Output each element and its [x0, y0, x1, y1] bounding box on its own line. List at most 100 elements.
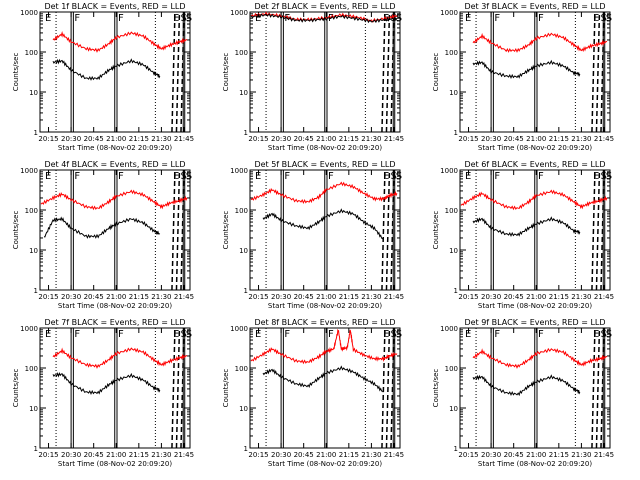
event-marker: S	[600, 171, 606, 182]
event-marker: E	[465, 171, 471, 182]
x-tick-label: 20:15	[458, 451, 478, 459]
det-panel: Det 3f BLACK = Events, RED = LLD 1 10 100 10…	[432, 2, 614, 152]
x-tick-label: 20:30	[61, 135, 81, 143]
y-tick-label: 1000	[20, 167, 38, 175]
y-axis-label: Counts/sec	[12, 53, 20, 92]
x-tick-label: 20:30	[271, 135, 291, 143]
events-series-line	[262, 365, 384, 393]
x-tick-label: 20:30	[61, 293, 81, 301]
y-axis-label: Counts/sec	[432, 369, 440, 408]
y-tick-label: 1	[454, 287, 458, 295]
x-tick-label: 21:45	[384, 451, 404, 459]
x-tick-label: 21:00	[316, 293, 336, 301]
event-marker: E	[593, 329, 599, 340]
panel-title: Det 5f BLACK = Events, RED = LLD	[254, 160, 395, 169]
dashed-marker-line	[180, 11, 185, 133]
lld-series-line	[460, 189, 608, 211]
y-tick-label: 10	[239, 405, 248, 413]
y-axis-label: Counts/sec	[222, 369, 230, 408]
x-axis-label: Start Time (08-Nov-02 20:09:20)	[268, 144, 382, 152]
x-tick-label: 20:30	[61, 451, 81, 459]
x-axis-label: Start Time (08-Nov-02 20:09:20)	[478, 302, 592, 310]
y-tick-label: 1	[454, 445, 458, 453]
x-tick-label: 20:30	[481, 451, 501, 459]
event-marker: F	[494, 171, 500, 182]
event-marker: S	[390, 329, 396, 340]
x-tick-label: 21:15	[129, 135, 149, 143]
det-panel: Det 8f BLACK = Events, RED = LLD 1 10 100 10…	[222, 318, 404, 468]
x-tick-label: 21:45	[174, 135, 194, 143]
dashed-marker-line	[381, 327, 386, 449]
event-marker: F	[74, 13, 80, 24]
panel-title: Det 2f BLACK = Events, RED = LLD	[254, 2, 395, 11]
y-tick-label: 10	[239, 89, 248, 97]
x-tick-label: 20:30	[271, 293, 291, 301]
x-tick-label: 21:00	[526, 135, 546, 143]
event-marker: F	[538, 171, 544, 182]
lld-series-line	[52, 30, 188, 53]
x-tick-label: 20:45	[504, 451, 524, 459]
event-marker: E	[465, 329, 471, 340]
x-tick-label: 20:15	[458, 135, 478, 143]
y-tick-label: 1000	[230, 325, 248, 333]
y-axis-label: Counts/sec	[432, 53, 440, 92]
event-marker: E	[383, 171, 389, 182]
y-tick-label: 1000	[20, 325, 38, 333]
x-tick-label: 21:00	[316, 451, 336, 459]
y-tick-label: 1	[454, 129, 458, 137]
event-marker: S	[396, 171, 402, 182]
dashed-marker-line	[591, 169, 596, 291]
x-tick-label: 21:15	[339, 293, 359, 301]
x-axis-label: Start Time (08-Nov-02 20:09:20)	[268, 302, 382, 310]
x-tick-label: 20:45	[504, 293, 524, 301]
event-marker: F	[284, 329, 290, 340]
x-tick-label: 20:15	[38, 451, 58, 459]
x-tick-label: 20:45	[504, 135, 524, 143]
event-marker: E	[45, 329, 51, 340]
event-marker: S	[186, 13, 192, 24]
y-tick-label: 1000	[440, 167, 458, 175]
event-marker: F	[494, 329, 500, 340]
dashed-marker-line	[381, 169, 386, 291]
event-marker: S	[396, 13, 402, 24]
y-axis-label: Counts/sec	[12, 211, 20, 250]
events-series-line	[43, 216, 161, 239]
y-tick-label: 1	[244, 129, 248, 137]
x-tick-label: 21:00	[106, 293, 126, 301]
events-series-line	[472, 216, 581, 238]
lld-series-line	[40, 189, 188, 211]
y-tick-label: 10	[449, 247, 458, 255]
events-series-line	[52, 372, 161, 396]
dashed-marker-line	[381, 11, 386, 133]
x-tick-label: 21:45	[174, 293, 194, 301]
lld-series-line	[250, 328, 398, 365]
dashed-marker-line	[390, 327, 395, 449]
y-tick-label: 10	[29, 247, 38, 255]
x-tick-label: 21:45	[594, 293, 614, 301]
det-panel: Det 9f BLACK = Events, RED = LLD 1 10 100 10…	[432, 318, 614, 468]
event-marker: E	[255, 329, 261, 340]
x-tick-label: 21:45	[594, 451, 614, 459]
event-marker: F	[538, 13, 544, 24]
dashed-marker-line	[180, 169, 185, 291]
x-tick-label: 21:30	[571, 451, 591, 459]
x-tick-label: 20:45	[294, 293, 314, 301]
panel-title: Det 7f BLACK = Events, RED = LLD	[44, 318, 185, 327]
x-axis-label: Start Time (08-Nov-02 20:09:20)	[478, 144, 592, 152]
event-marker: F	[118, 171, 124, 182]
event-marker: E	[45, 13, 51, 24]
x-tick-label: 21:15	[549, 135, 569, 143]
x-tick-label: 21:15	[549, 293, 569, 301]
y-tick-label: 1	[34, 129, 38, 137]
events-series-line	[52, 58, 161, 81]
x-tick-label: 20:45	[294, 135, 314, 143]
dashed-marker-line	[600, 169, 605, 291]
x-tick-label: 21:30	[571, 135, 591, 143]
event-marker: E	[173, 329, 179, 340]
event-marker: S	[180, 329, 186, 340]
events-series-line	[262, 208, 384, 241]
x-tick-label: 21:45	[594, 135, 614, 143]
x-tick-label: 21:30	[151, 135, 171, 143]
x-tick-label: 21:00	[526, 293, 546, 301]
